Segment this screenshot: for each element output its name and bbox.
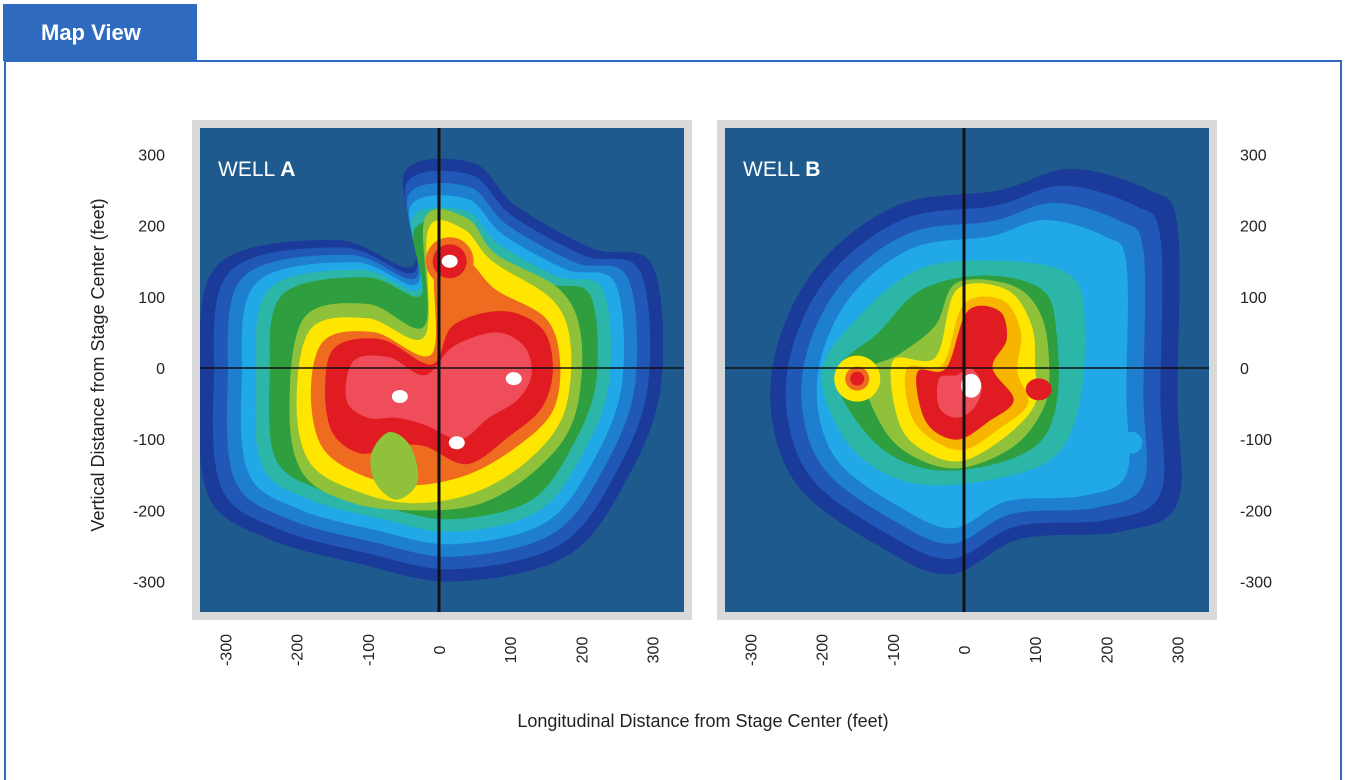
well-b-x-tick-4: 100 [1028,637,1045,664]
y-tick-left-4: -100 [133,432,165,449]
y-axis-right-ticks: 300 200 100 0 -100 -200 -300 [1240,147,1272,591]
y-tick-right-2: 100 [1240,290,1267,307]
y-tick-right-0: 300 [1240,147,1267,164]
y-tick-left-5: -200 [133,503,165,520]
well-b-x-axis-ticks: -300 -200 -100 0 100 200 300 [743,634,1187,666]
well-b-x-tick-3: 0 [957,645,974,654]
well-a-x-axis-ticks: -300 -200 -100 0 100 200 300 [218,634,662,666]
well-b-x-tick-6: 300 [1171,637,1188,664]
well-b-panel: WELL B [717,120,1217,620]
well-b-label: WELL B [743,158,820,181]
well-a-low-pocket [370,431,419,500]
y-axis-label: Vertical Distance from Stage Center (fee… [88,198,108,531]
map-view-tab[interactable]: Map View [3,4,197,61]
well-b-x-tick-0: -300 [743,634,760,666]
y-tick-right-6: -300 [1240,575,1272,592]
map-view-tab-label: Map View [41,20,141,45]
well-b-x-tick-2: -100 [886,634,903,666]
well-a-x-tick-2: -100 [361,634,378,666]
well-b-hotspots [961,373,982,398]
well-b-contours [770,168,1182,575]
x-axis-label: Longitudinal Distance from Stage Center … [517,711,888,731]
well-a-hotspot-1 [391,389,408,403]
well-b-far-hotspot [1120,431,1143,454]
y-tick-left-2: 100 [138,290,165,307]
well-a-label: WELL A [218,158,295,181]
y-tick-right-4: -100 [1240,432,1272,449]
well-a-x-tick-1: -200 [290,634,307,666]
map-view-panel [4,60,1342,780]
well-a-hotspot-0 [441,254,458,268]
well-a-hotspot-2 [448,436,465,450]
well-a-panel: WELL A [192,120,692,620]
well-b-peak-hotspot [961,373,982,398]
y-axis-left-ticks: 300 200 100 0 -100 -200 -300 [133,147,165,591]
y-tick-left-3: 0 [156,361,165,378]
well-b-x-tick-1: -200 [815,634,832,666]
well-a-x-tick-0: -300 [218,634,235,666]
y-tick-right-5: -200 [1240,503,1272,520]
well-b-x-tick-5: 200 [1099,637,1116,664]
y-tick-left-6: -300 [133,575,165,592]
y-tick-left-1: 200 [138,219,165,236]
well-a-contours [200,158,664,582]
y-tick-left-0: 300 [138,147,165,164]
well-a-x-tick-3: 0 [432,645,449,654]
well-b-right-hotspot [1025,378,1052,401]
well-a-x-tick-4: 100 [503,637,520,664]
well-a-hotspot-3 [505,372,522,386]
y-tick-right-1: 200 [1240,219,1267,236]
well-a-x-tick-5: 200 [574,637,591,664]
y-tick-right-3: 0 [1240,361,1249,378]
well-a-x-tick-6: 300 [646,637,663,664]
well-b-left-hotspot-core [850,371,865,386]
